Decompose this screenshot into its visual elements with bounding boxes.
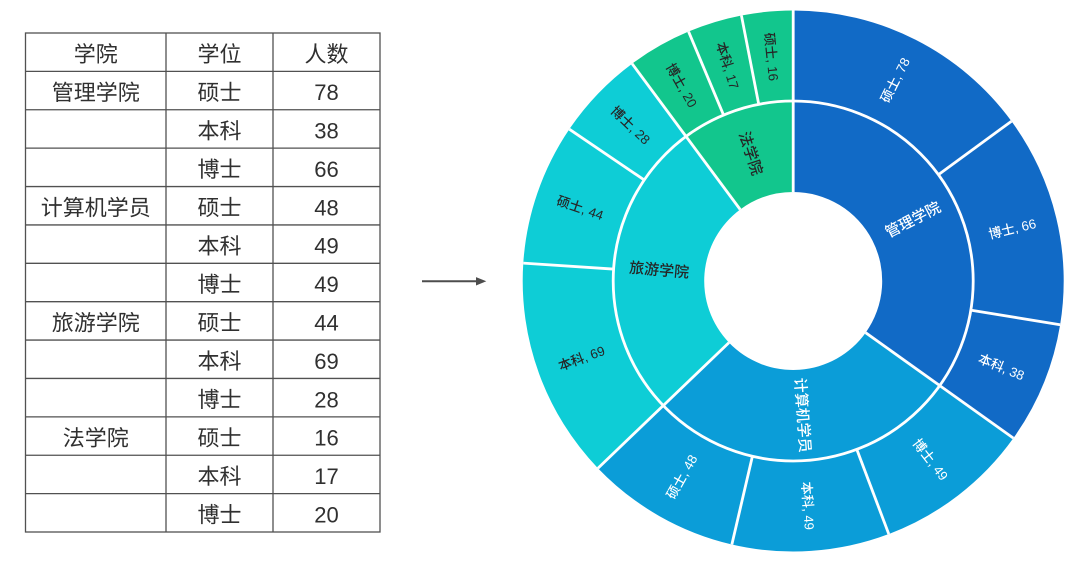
svg-text:, 66: , 66	[1013, 216, 1038, 236]
svg-text:16: 16	[314, 426, 338, 451]
svg-text:69: 69	[314, 349, 338, 374]
svg-text:, 16: , 16	[764, 58, 781, 81]
svg-text:78: 78	[314, 80, 338, 105]
svg-text:, 69: , 69	[581, 343, 607, 365]
svg-text:49: 49	[314, 234, 338, 259]
svg-text:人数: 人数	[304, 42, 348, 67]
svg-text:66: 66	[314, 157, 338, 182]
svg-text:20: 20	[314, 502, 338, 527]
svg-text:49: 49	[314, 272, 338, 297]
svg-text:, 17: , 17	[721, 65, 742, 90]
svg-text:48: 48	[314, 195, 338, 220]
svg-text:, 49: , 49	[800, 507, 816, 530]
svg-text:44: 44	[314, 311, 338, 336]
svg-text:17: 17	[314, 464, 338, 489]
svg-text:38: 38	[314, 119, 338, 144]
svg-text:, 44: , 44	[580, 202, 606, 223]
svg-text:28: 28	[314, 387, 338, 412]
